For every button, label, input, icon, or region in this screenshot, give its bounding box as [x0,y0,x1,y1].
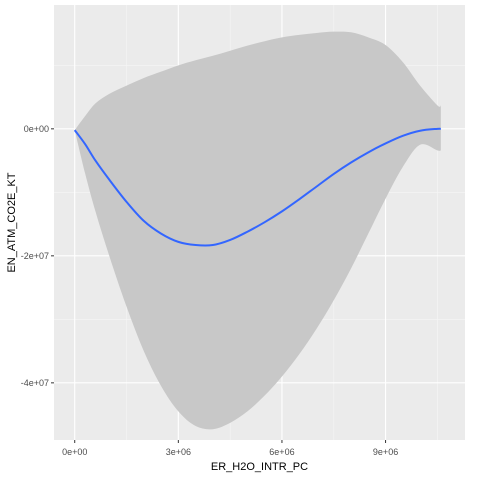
y-tick-label: -4e+07 [21,378,49,388]
x-axis: 0e+00 3e+06 6e+06 9e+06 [62,440,398,457]
y-axis-title: EN_ATM_CO2E_KT [6,172,18,272]
y-axis: 0e+00 -2e+07 -4e+07 [21,124,54,388]
x-tick-label: 9e+06 [373,447,398,457]
confidence-band [74,31,441,430]
x-tick-label: 0e+00 [62,447,87,457]
y-tick-label: 0e+00 [24,124,49,134]
x-tick-label: 3e+06 [166,447,191,457]
trend-line [73,127,441,247]
y-tick-label: -2e+07 [21,251,49,261]
x-tick-label: 6e+06 [269,447,294,457]
x-axis-title: ER_H2O_INTR_PC [211,461,308,473]
